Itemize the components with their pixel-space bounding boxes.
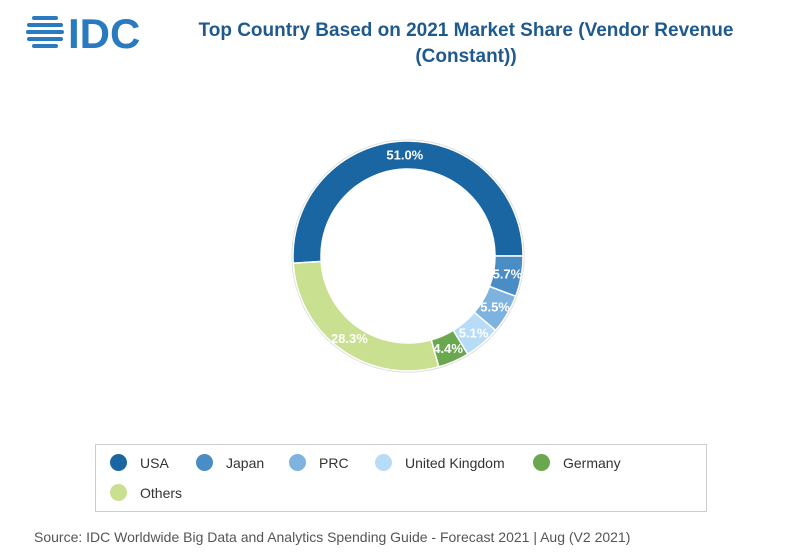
slice-label-usa: 51.0% bbox=[386, 148, 423, 163]
legend-item-others[interactable]: Others bbox=[110, 484, 182, 501]
legend-marker-usa bbox=[110, 454, 127, 471]
slice-label-united-kingdom: 5.1% bbox=[459, 325, 489, 340]
slice-others[interactable] bbox=[292, 260, 440, 372]
legend-marker-japan bbox=[196, 454, 213, 471]
logo-text: IDC bbox=[68, 10, 140, 54]
legend-item-usa[interactable]: USA bbox=[110, 454, 169, 471]
slice-label-prc: 5.5% bbox=[480, 300, 510, 315]
chart-title: Top Country Based on 2021 Market Share (… bbox=[198, 20, 734, 67]
legend-item-united-kingdom[interactable]: United Kingdom bbox=[375, 454, 505, 471]
source-note: Source: IDC Worldwide Big Data and Analy… bbox=[34, 529, 631, 545]
legend-marker-united-kingdom bbox=[375, 454, 392, 471]
legend-label-japan: Japan bbox=[226, 454, 265, 471]
legend-label-prc: PRC bbox=[319, 454, 349, 471]
logo-globe-icon bbox=[26, 16, 64, 48]
legend-marker-germany bbox=[533, 454, 550, 471]
donut-slices bbox=[291, 139, 525, 373]
slice-label-germany: 4.4% bbox=[433, 341, 463, 356]
legend-marker-prc bbox=[289, 454, 306, 471]
legend-label-usa: USA bbox=[140, 454, 169, 471]
idc-logo: IDC bbox=[26, 10, 140, 54]
legend-label-united-kingdom: United Kingdom bbox=[405, 454, 505, 471]
slice-label-others: 28.3% bbox=[331, 331, 368, 346]
legend-item-prc[interactable]: PRC bbox=[289, 454, 349, 471]
legend-item-germany[interactable]: Germany bbox=[533, 454, 621, 471]
donut-outline bbox=[291, 139, 525, 373]
legend-label-germany: Germany bbox=[563, 454, 621, 471]
legend-marker-others bbox=[110, 484, 127, 501]
slice-label-japan: 5.7% bbox=[493, 266, 523, 281]
legend-item-japan[interactable]: Japan bbox=[196, 454, 264, 471]
slice-usa[interactable] bbox=[292, 140, 524, 265]
donut-labels: 51.0% 5.7% 5.5% 5.1%4.4% 28.3% bbox=[331, 148, 523, 357]
legend-label-others: Others bbox=[140, 484, 183, 501]
chart-legend: USA Japan PRC United Kingdom Germany Others bbox=[95, 444, 707, 512]
